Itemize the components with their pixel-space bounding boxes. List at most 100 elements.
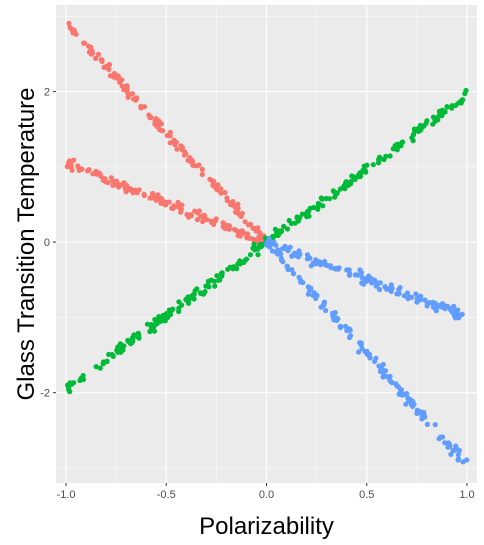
data-point-series-1 [147, 115, 153, 121]
data-point-series-3 [266, 238, 272, 244]
data-point-series-1 [246, 222, 252, 228]
x-axis-title: Polarizability [199, 513, 334, 540]
data-point-series-2 [275, 232, 282, 238]
data-point-series-3 [439, 434, 446, 440]
data-point-series-3 [289, 267, 295, 273]
data-point-series-2 [135, 330, 141, 336]
data-point-series-1 [160, 128, 166, 134]
data-point-series-2 [211, 278, 218, 284]
data-point-series-3 [387, 373, 393, 380]
data-point-series-1 [87, 45, 93, 51]
data-point-series-1 [229, 202, 236, 208]
data-point-series-3 [377, 286, 383, 293]
data-point-series-3 [419, 413, 425, 419]
data-point-series-1 [129, 91, 136, 97]
data-point-series-2 [176, 305, 182, 311]
data-point-series-2 [151, 328, 157, 334]
data-point-series-3 [280, 246, 286, 252]
data-point-series-3 [435, 302, 442, 308]
data-point-series-2 [80, 376, 86, 383]
data-point-series-3 [266, 242, 272, 248]
data-point-series-2 [304, 210, 310, 216]
data-point-series-1 [231, 226, 238, 232]
data-point-series-2 [200, 291, 207, 297]
data-point-series-2 [93, 364, 99, 370]
data-point-series-2 [205, 282, 211, 288]
data-point-series-2 [345, 182, 351, 188]
data-point-series-3 [332, 310, 338, 316]
data-point-series-2 [161, 315, 167, 321]
data-point-series-2 [110, 353, 116, 359]
data-point-series-3 [347, 333, 354, 339]
data-point-series-3 [346, 326, 352, 332]
data-point-series-1 [178, 206, 184, 213]
data-point-series-2 [430, 114, 437, 120]
data-point-series-3 [389, 380, 395, 386]
data-point-series-2 [436, 108, 442, 114]
data-point-series-3 [433, 308, 439, 314]
data-point-series-2 [315, 200, 321, 207]
data-point-series-1 [124, 83, 130, 89]
data-point-series-3 [424, 421, 430, 427]
data-point-series-1 [196, 162, 202, 168]
data-point-series-3 [430, 299, 436, 305]
data-point-series-1 [201, 212, 207, 218]
data-point-series-3 [307, 287, 313, 293]
data-point-series-3 [291, 271, 297, 277]
data-point-series-2 [170, 306, 176, 312]
data-point-series-3 [464, 457, 470, 463]
data-point-series-3 [304, 256, 310, 262]
data-point-series-1 [167, 140, 173, 146]
y-axis-ticks: -2 0 2 [40, 87, 56, 400]
data-point-series-3 [279, 257, 285, 263]
data-point-series-3 [404, 391, 410, 397]
data-point-series-2 [348, 178, 354, 185]
data-point-series-1 [252, 225, 258, 231]
data-point-series-3 [372, 358, 378, 364]
data-point-series-2 [439, 113, 445, 119]
data-point-series-1 [154, 123, 160, 129]
data-point-series-1 [241, 230, 247, 236]
data-point-series-1 [178, 143, 184, 149]
data-point-series-2 [330, 188, 336, 194]
data-point-series-1 [130, 190, 136, 196]
data-point-series-2 [191, 291, 197, 297]
data-point-series-3 [456, 314, 462, 320]
data-point-series-2 [121, 343, 127, 349]
data-point-series-3 [454, 446, 460, 452]
data-point-series-3 [425, 300, 431, 307]
data-point-series-1 [222, 189, 228, 196]
data-point-series-1 [110, 74, 116, 80]
data-point-series-2 [100, 361, 106, 367]
data-point-series-1 [121, 182, 127, 188]
data-point-series-3 [343, 323, 349, 329]
data-point-series-2 [120, 347, 126, 353]
data-point-series-1 [174, 146, 180, 152]
data-point-series-1 [188, 212, 194, 218]
data-point-series-2 [362, 167, 368, 173]
data-point-series-1 [93, 168, 99, 174]
data-point-series-3 [451, 313, 458, 319]
data-point-series-2 [292, 220, 298, 226]
data-point-series-2 [284, 226, 291, 232]
data-point-series-1 [237, 232, 243, 238]
data-point-series-3 [380, 361, 386, 368]
data-point-series-1 [89, 50, 96, 56]
data-point-series-1 [125, 94, 131, 100]
data-point-series-2 [318, 195, 324, 201]
data-point-series-3 [312, 261, 318, 267]
data-point-series-3 [358, 340, 364, 346]
data-point-series-2 [375, 160, 382, 166]
data-point-series-2 [381, 156, 387, 163]
data-point-series-2 [217, 277, 223, 283]
data-point-series-3 [405, 296, 411, 302]
data-point-series-1 [79, 166, 85, 172]
data-point-series-1 [69, 167, 75, 173]
data-point-series-2 [281, 223, 287, 229]
data-point-series-3 [323, 307, 329, 314]
data-point-series-3 [335, 316, 341, 322]
data-points [64, 20, 470, 465]
data-point-series-2 [147, 328, 153, 335]
data-point-series-1 [172, 204, 178, 210]
